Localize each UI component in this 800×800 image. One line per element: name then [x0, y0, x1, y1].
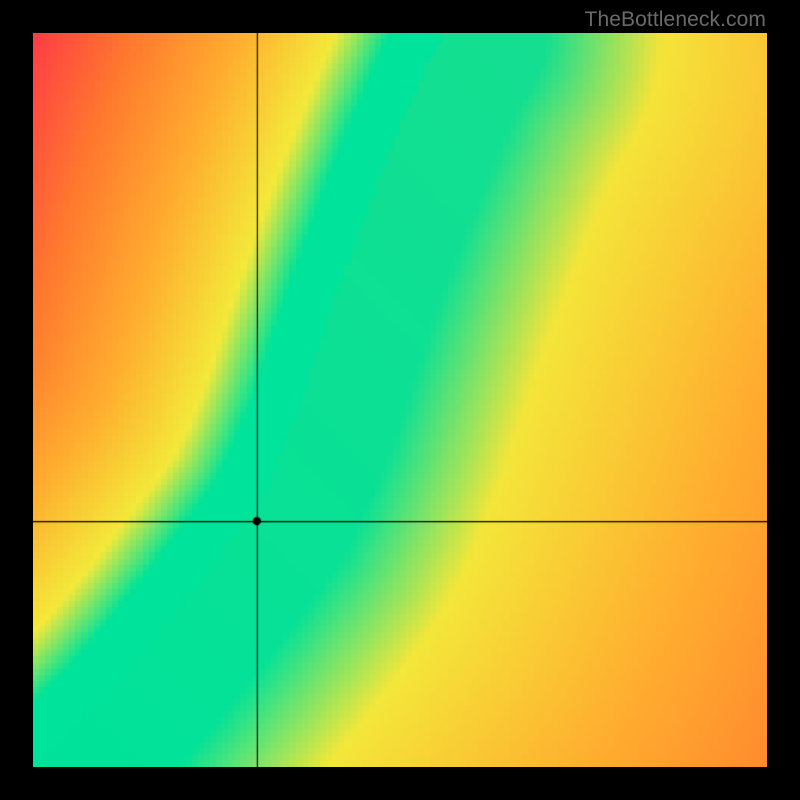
watermark-text: TheBottleneck.com	[585, 8, 766, 32]
heatmap-plot	[33, 33, 767, 767]
heatmap-canvas	[33, 33, 767, 767]
